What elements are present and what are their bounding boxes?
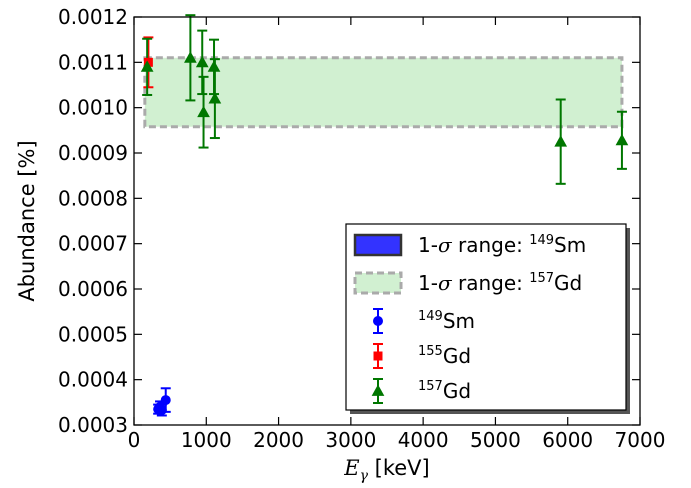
y-tick-label: 0.0003	[58, 413, 128, 437]
y-tick-label: 0.0008	[58, 186, 128, 210]
legend-prefix: 1-	[418, 233, 438, 257]
y-tick-label: 0.0007	[58, 232, 128, 256]
x-tick-label: 5000	[470, 428, 521, 452]
data-point-157gd	[184, 51, 197, 63]
legend-sigma: σ	[438, 271, 453, 295]
data-point-157gd	[197, 105, 210, 118]
legend-mass-number: 149	[418, 309, 443, 324]
legend-element: Gd	[443, 379, 471, 403]
y-tick-label: 0.0006	[58, 277, 128, 301]
legend-label: 1-σ range: 157Gd	[418, 271, 582, 295]
x-tick-label: 4000	[398, 428, 449, 452]
y-tick-label: 0.0010	[58, 96, 128, 120]
y-tick-label: 0.0009	[58, 141, 128, 165]
markers-layer	[140, 51, 629, 416]
y-tick-label: 0.0004	[58, 368, 128, 392]
legend-mass-number: 157	[529, 271, 554, 286]
legend-element: Sm	[443, 309, 475, 333]
x-tick-label: 2000	[253, 428, 304, 452]
data-point-157gd	[208, 92, 222, 104]
legend-box	[345, 223, 627, 411]
x-tick-label: 0	[128, 428, 141, 452]
legend-element: Gd	[443, 344, 471, 368]
data-point-149sm	[160, 395, 171, 406]
legend-label: 1-σ range: 149Sm	[418, 233, 586, 257]
x-axis-symbol: E	[343, 456, 359, 480]
legend-prefix: 1-	[418, 271, 438, 295]
legend-mass-number: 155	[418, 344, 443, 359]
y-axis-title: Abundance [%]	[15, 140, 39, 301]
legend-label: 155Gd	[418, 344, 471, 368]
data-point-157gd	[195, 55, 209, 68]
legend-element: Sm	[554, 233, 586, 257]
data-point-157gd	[615, 133, 629, 146]
ticks-layer: 0 1000 2000 3000 4000 5000 6000 7000 0.0003 0.000…	[58, 5, 665, 452]
bands-layer	[143, 56, 624, 129]
x-tick-label: 7000	[615, 428, 666, 452]
data-point-157gd	[554, 135, 568, 147]
legend-mass-number: 149	[529, 233, 554, 248]
x-tick-label: 1000	[181, 428, 232, 452]
legend-label: 149Sm	[418, 309, 475, 333]
y-tick-label: 0.0012	[58, 5, 128, 29]
plot-area-frame	[133, 16, 641, 426]
legend-swatch-157gd-band	[353, 271, 403, 295]
legend-middle: range:	[452, 233, 530, 257]
x-tick-label: 3000	[325, 428, 376, 452]
data-point-149sm	[156, 405, 167, 416]
y-tick-label: 0.0005	[58, 322, 128, 346]
y-tick-label: 0.0011	[58, 50, 128, 74]
legend-middle: range:	[452, 271, 530, 295]
legend-mass-number: 157	[418, 379, 443, 394]
x-axis-subscript: γ	[360, 468, 369, 484]
x-axis-unit: [keV]	[368, 456, 430, 480]
band-157gd-range	[143, 56, 624, 129]
legend-element: Gd	[554, 271, 582, 295]
legend-marker	[373, 351, 383, 361]
legend-sigma: σ	[438, 233, 453, 257]
legend-swatch-149sm-band	[353, 233, 403, 257]
data-point-157gd	[207, 60, 221, 72]
legend-marker	[373, 316, 383, 326]
data-point-157gd	[140, 60, 154, 72]
legend-label: 157Gd	[418, 379, 471, 403]
legend-marker	[371, 384, 385, 396]
x-axis-title: Eγ [keV]	[343, 456, 429, 484]
x-tick-label: 6000	[542, 428, 593, 452]
